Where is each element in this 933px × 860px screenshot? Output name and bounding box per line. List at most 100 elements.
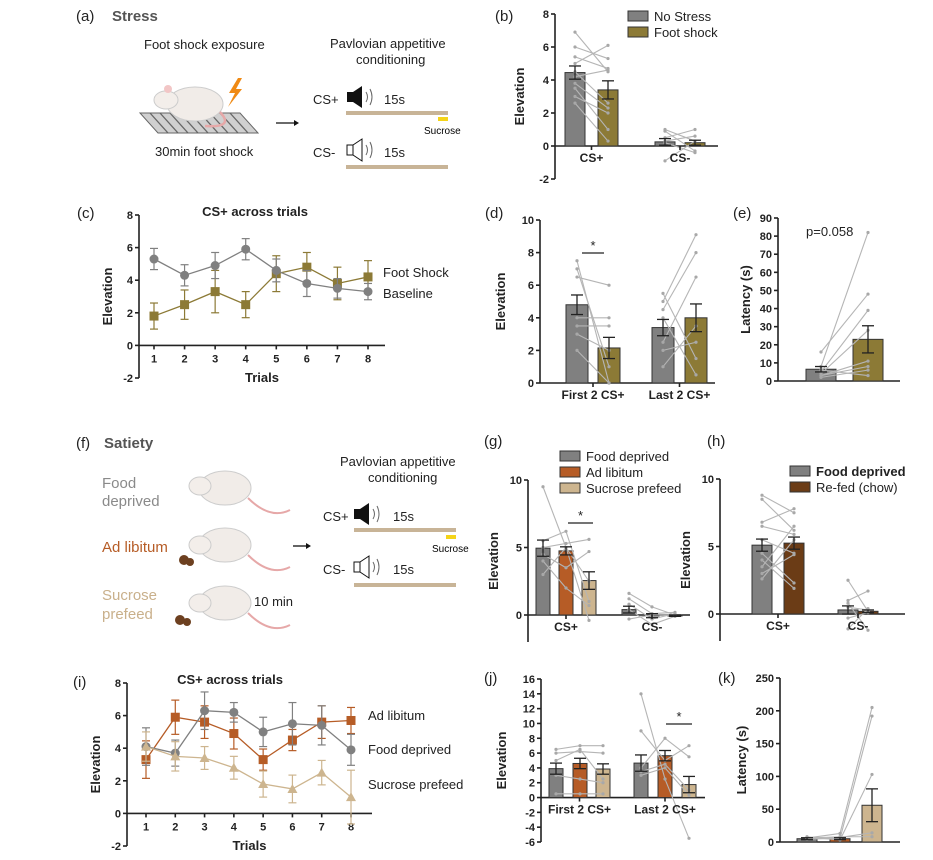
sucrose-label: Sucrose (432, 544, 469, 555)
individual-point (866, 308, 870, 312)
individual-line (579, 751, 604, 754)
individual-point (792, 528, 796, 532)
y-axis-label: Elevation (678, 531, 693, 589)
shock-duration-caption: 30min foot shock (155, 144, 254, 159)
x-tick-label: 3 (212, 353, 218, 365)
x-tick-label: CS+ (554, 620, 578, 634)
rat-icon (188, 470, 291, 514)
data-point (229, 729, 239, 739)
individual-point (587, 599, 591, 604)
data-point (287, 719, 297, 729)
individual-point (564, 566, 568, 570)
individual-point (573, 45, 577, 49)
individual-point (694, 233, 698, 237)
foot-shock-caption: Foot shock exposure (144, 37, 265, 52)
y-tick-label: 2 (543, 108, 549, 120)
series-sucrose-prefeed (141, 731, 356, 825)
individual-point (661, 308, 665, 312)
x-tick-label: 2 (182, 353, 188, 365)
panel-label-j: (j) (484, 670, 497, 687)
individual-point (627, 617, 631, 621)
x-axis-label: Trials (233, 838, 267, 853)
individual-line (555, 751, 581, 754)
individual-point (554, 747, 558, 751)
x-tick-label: 4 (231, 821, 238, 833)
legend-label: Sucrose prefeed (586, 481, 681, 496)
individual-line (574, 102, 609, 142)
y-tick-label: 2 (115, 776, 121, 788)
x-tick-label: 3 (202, 821, 208, 833)
data-point (199, 752, 210, 762)
panel-label-d: (d) (485, 205, 503, 222)
data-point (271, 265, 281, 275)
y-tick-label: 6 (543, 42, 549, 54)
individual-line (576, 350, 610, 384)
y-tick-label: 40 (760, 304, 772, 316)
individual-point (575, 267, 579, 271)
individual-point (650, 622, 654, 627)
individual-line (664, 130, 696, 152)
legend-swatch (789, 481, 811, 493)
data-point (180, 270, 190, 280)
series-line (153, 248, 369, 293)
individual-line (664, 737, 690, 758)
individual-point (687, 744, 691, 748)
individual-line (847, 590, 869, 601)
individual-point (606, 111, 610, 115)
panel-label-h: (h) (707, 433, 725, 450)
illustration-f: (f) Satiety Food deprived Ad libitum Suc… (76, 435, 469, 629)
individual-line (761, 552, 795, 584)
group-food-deprived-1: Food (102, 475, 136, 492)
individual-line (839, 715, 873, 839)
y-tick-label: 10 (510, 475, 522, 487)
y-tick-label: 200 (756, 706, 774, 718)
individual-line (576, 276, 610, 286)
individual-point (663, 766, 667, 770)
individual-point (578, 777, 582, 781)
y-tick-label: 50 (760, 285, 772, 297)
individual-point (760, 558, 764, 562)
individual-point (541, 559, 545, 563)
individual-line (555, 774, 581, 780)
y-tick-label: -6 (525, 837, 535, 849)
series-line (145, 710, 352, 754)
individual-point (578, 792, 582, 796)
individual-point (792, 581, 796, 585)
individual-line (574, 96, 609, 114)
individual-point (627, 602, 631, 606)
individual-line (820, 232, 869, 367)
individual-line (651, 615, 676, 625)
individual-point (587, 537, 591, 542)
series-label: Baseline (383, 286, 433, 301)
individual-line (761, 498, 795, 531)
x-tick-label: 7 (334, 353, 340, 365)
chart-k: (k) 0 50 100 150 200 250 Latency (s) (718, 670, 900, 849)
individual-point (760, 520, 764, 524)
individual-point (606, 43, 610, 47)
panel-label-g: (g) (484, 433, 502, 450)
individual-point (639, 729, 643, 733)
individual-point (573, 30, 577, 34)
individual-point (587, 618, 591, 623)
x-tick-label: 1 (151, 353, 157, 365)
individual-line (820, 369, 869, 378)
individual-point (760, 497, 764, 501)
individual-point (687, 793, 691, 797)
legend-label: Food deprived (586, 449, 669, 464)
individual-point (693, 151, 697, 155)
chart-title: CS+ across trials (202, 204, 308, 219)
x-tick-label: 6 (304, 353, 310, 365)
data-point (241, 244, 251, 254)
y-tick-label: 0 (516, 610, 522, 622)
conditioning-caption-1: Pavlovian appetitive (340, 454, 456, 469)
y-tick-label: 0 (529, 793, 535, 805)
chart-c: (c) -2 0 2 4 6 8 Elevation 1 2 3 4 5 6 7 8 Trials CS+ acr… (77, 204, 449, 385)
data-point (241, 300, 251, 310)
legend-label: Ad libitum (586, 465, 643, 480)
y-tick-label: 6 (127, 243, 133, 255)
legend-label: No Stress (654, 9, 712, 24)
individual-point (870, 831, 874, 835)
individual-line (820, 310, 869, 373)
y-tick-label: 8 (115, 678, 121, 690)
